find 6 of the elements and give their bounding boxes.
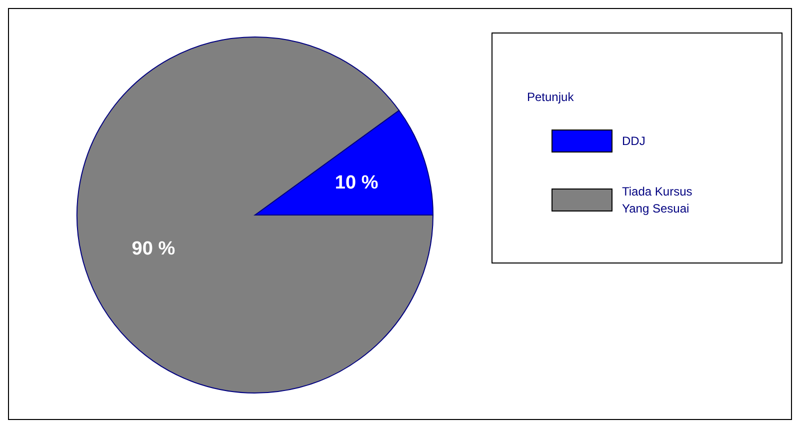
pie-slice — [76, 36, 434, 394]
legend-label: DDJ — [622, 134, 646, 148]
data-label: 90 % — [132, 238, 176, 260]
data-label: 10 % — [334, 172, 378, 194]
legend-title: Petunjuk — [527, 90, 575, 104]
legend-label: Tiada Kursus Yang Sesuai — [622, 184, 692, 216]
